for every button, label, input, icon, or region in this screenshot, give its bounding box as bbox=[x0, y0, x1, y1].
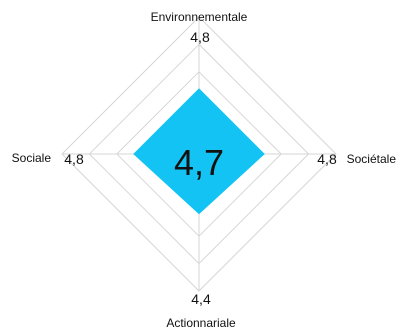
axis-label-societale: Sociétale bbox=[347, 152, 397, 166]
center-score: 4,7 bbox=[174, 142, 224, 183]
axis-value-environnementale: 4,8 bbox=[190, 29, 210, 45]
axis-label-environnementale: Environnementale bbox=[151, 10, 248, 24]
axis-value-sociale: 4,8 bbox=[64, 151, 84, 167]
data-polygon bbox=[133, 88, 265, 215]
axis-value-societale: 4,8 bbox=[317, 151, 337, 167]
axis-value-actionnariale: 4,4 bbox=[191, 291, 211, 307]
axis-label-sociale: Sociale bbox=[12, 151, 52, 165]
axis-label-actionnariale: Actionnariale bbox=[166, 316, 236, 330]
